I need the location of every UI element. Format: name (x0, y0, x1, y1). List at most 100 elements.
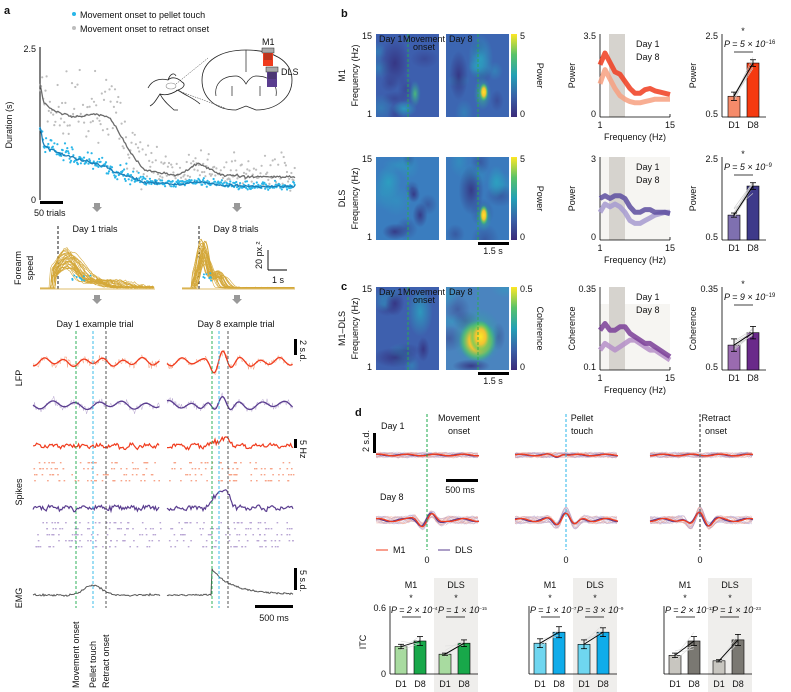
spike-raster-tick-dls (37, 546, 40, 548)
spike-raster-tick-dls (77, 534, 79, 536)
spike-raster-tick-m1 (93, 462, 96, 464)
spike-raster-tick-m1 (113, 480, 115, 482)
itc-x-tick: D8 (458, 679, 470, 689)
spike-raster-tick-dls (277, 546, 279, 548)
gray-point (158, 178, 161, 181)
y-tick-min: 0 (591, 232, 596, 242)
spike-raster-tick-dls (257, 522, 260, 524)
blue-point (212, 177, 215, 181)
gray-point (65, 70, 68, 73)
spike-raster-tick-m1 (42, 468, 44, 470)
p-value-base: P = 2 × 10 (391, 605, 432, 615)
blue-point (66, 147, 69, 150)
itc-bar-M1-D1 (668, 654, 682, 675)
p-value-dls: P = 1 × 10−23 (712, 605, 761, 615)
single-trial-trace-dls (514, 451, 618, 459)
lfp-filtered-trace-dls (32, 400, 160, 411)
itc-region-m1: M1 (405, 580, 418, 590)
spike-raster-tick-dls (203, 522, 205, 524)
spike-raster-tick-m1 (189, 474, 191, 476)
spike-raster-tick-dls (87, 528, 89, 530)
m1-electrode-cap (261, 47, 275, 54)
blue-point (145, 183, 148, 186)
gray-point (109, 100, 112, 103)
spike-raster-tick-dls (65, 540, 67, 542)
spike-raster-tick-dls (178, 522, 180, 524)
blue-point (127, 178, 130, 181)
p-value-dls: P = 3 × 10−9 (577, 605, 624, 615)
spikes-label: Spikes (14, 478, 24, 506)
gray-point (90, 97, 93, 100)
x-tick-15: 15 (665, 243, 675, 253)
spike-raster-tick-dls (274, 546, 277, 548)
p-value-base: P = 5 × 10 (724, 162, 765, 172)
itc-bar-DLS-D1 (712, 660, 726, 675)
spike-raster-tick-dls (141, 534, 144, 536)
gray-point (123, 120, 126, 123)
gray-point (290, 171, 293, 175)
event-label: onset (705, 426, 728, 436)
blue-point (235, 180, 238, 184)
spike-raster-tick-dls (274, 540, 277, 542)
spike-raster-tick-dls (233, 546, 235, 548)
blue-point (139, 175, 142, 178)
gray-point (206, 158, 209, 161)
spike-raster-tick-m1 (125, 474, 128, 476)
gray-point (182, 175, 185, 178)
blue-point (202, 177, 205, 180)
spike-raster-tick-dls (207, 534, 210, 536)
gray-point (284, 164, 287, 167)
gray-point (174, 177, 177, 180)
blue-point (170, 185, 173, 188)
gray-point (97, 141, 100, 144)
spike-raster-tick-dls (71, 534, 74, 536)
x-axis-label: Frequency (Hz) (604, 255, 666, 265)
blue-point (104, 161, 108, 164)
spike-raster-tick-dls (259, 522, 262, 524)
spike-raster-tick-dls (257, 528, 260, 530)
y-axis-label: Power (688, 63, 698, 89)
spike-raster-tick-m1 (265, 480, 267, 482)
gray-point (234, 159, 237, 162)
spike-raster-tick-dls (158, 540, 160, 542)
spike-raster-tick-m1 (102, 474, 105, 476)
panel-label-b: b (341, 8, 348, 20)
spike-raster-tick-dls (69, 546, 71, 548)
blue-point (101, 156, 104, 159)
spike-raster-tick-m1 (290, 474, 292, 476)
spike-raster-tick-dls (113, 522, 116, 524)
heatmap-texture (376, 93, 395, 117)
spike-raster-tick-dls (74, 528, 77, 530)
spike-raster-tick-dls (90, 540, 92, 542)
spike-raster-tick-dls (70, 546, 72, 548)
individual-subject-line (400, 643, 421, 651)
gray-point (119, 101, 122, 104)
down-arrow-icon (92, 203, 102, 212)
forearm-speed-trace (40, 257, 155, 289)
heatmap-texture (490, 89, 504, 112)
spike-raster-tick-m1 (269, 480, 271, 482)
blue-point (107, 172, 110, 175)
spike-raster-tick-dls (148, 546, 151, 548)
spike-raster-tick-dls (79, 540, 81, 542)
spike-raster-tick-m1 (233, 462, 236, 464)
heatmap-blob (376, 165, 402, 199)
spike-raster-tick-m1 (71, 474, 73, 476)
spike-raster-tick-dls (264, 540, 267, 542)
spike-raster-tick-m1 (271, 468, 273, 470)
blue-point (126, 173, 129, 176)
gray-point (99, 123, 102, 126)
forearm-speed-label: Forearm (13, 251, 23, 285)
heatmap-blob (479, 82, 489, 102)
heatmap-ylabel: Frequency (Hz) (350, 44, 360, 106)
event-zero-tick: 0 (697, 555, 702, 565)
spike-raster-tick-dls (286, 522, 288, 524)
spike-raster-tick-m1 (229, 474, 232, 476)
heatmap-blob (412, 202, 428, 228)
spike-raster-tick-dls (152, 528, 154, 530)
spike-raster-tick-dls (102, 546, 104, 548)
p-value-exponent: −23 (753, 606, 761, 611)
gray-point (59, 117, 63, 120)
y-axis-label: Coherence (688, 306, 698, 350)
spike-raster-tick-m1 (90, 462, 93, 464)
